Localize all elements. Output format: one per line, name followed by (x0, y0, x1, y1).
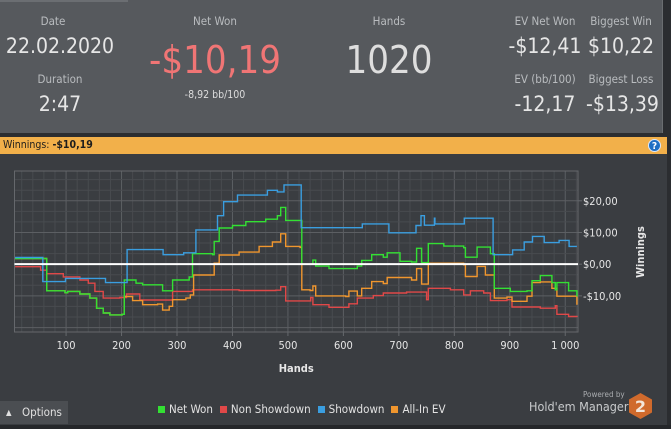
hands-value: 1020 (345, 38, 433, 82)
legend-item-all-in-ev[interactable]: All-In EV (391, 402, 446, 416)
powered-by-text: Powered by (583, 390, 625, 399)
x-tick-label: 100 (57, 339, 76, 352)
x-tick-label: 600 (334, 339, 353, 352)
duration-label: Duration (37, 72, 83, 86)
session-summary-panel: Date 22.02.2020 Duration 2:47 Net Won -$… (0, 0, 663, 133)
biggest-loss-label: Biggest Loss (588, 72, 654, 86)
y-tick-label: $0,00 (583, 258, 611, 271)
ev-net-won-value: -$12,41 (508, 34, 582, 58)
question-icon[interactable]: ? (648, 139, 661, 152)
x-axis-title: Hands (279, 362, 314, 375)
bottom-border (0, 425, 671, 429)
x-tick-label: 200 (112, 339, 131, 352)
legend-swatch (219, 405, 227, 413)
legend-label: Net Won (169, 402, 213, 416)
date-value: 22.02.2020 (5, 34, 115, 58)
ev-net-won-label: EV Net Won (514, 14, 576, 28)
x-tick-label: 500 (278, 339, 297, 352)
legend-item-showdown[interactable]: Showdown (317, 402, 385, 416)
chevron-up-icon: ▲ (6, 408, 12, 417)
plot-frame (14, 170, 579, 333)
legend-swatch (158, 405, 165, 413)
winnings-banner: Winnings: -$10,19 ? (0, 137, 667, 154)
legend-swatch (317, 405, 325, 413)
options-label: Options (22, 405, 62, 419)
tab-indicator (0, 0, 128, 2)
series-line-showdown (15, 184, 577, 284)
series-line-non-showdown (15, 266, 578, 318)
y-tick-label: -$10,00 (583, 290, 621, 303)
net-won-label: Net Won (193, 14, 237, 28)
winnings-value: -$10,19 (52, 139, 93, 151)
legend-label: All-In EV (402, 402, 446, 416)
y-tick-label: $10,00 (583, 226, 618, 239)
net-won-value: -$10,19 (149, 38, 281, 82)
x-tick-label: 900 (500, 339, 519, 352)
y-tick-label: $20,00 (583, 195, 618, 208)
options-button[interactable]: ▲ Options (0, 401, 68, 424)
legend-label: Showdown (328, 402, 385, 416)
x-tick-label: 1 000 (551, 339, 579, 352)
svg-text:2: 2 (635, 397, 646, 416)
legend-label: Non Showdown (230, 402, 311, 416)
biggest-win-label: Biggest Win (590, 14, 652, 28)
legend-swatch (391, 405, 399, 413)
x-tick-label: 800 (445, 339, 464, 352)
legend-item-net-won[interactable]: Net Won (158, 402, 213, 416)
y-axis-title: Winnings (634, 226, 647, 278)
x-tick-label: 300 (168, 339, 187, 352)
ev-bb100-value: -12,17 (514, 92, 576, 116)
duration-value: 2:47 (38, 92, 82, 116)
net-won-bb100: -8,92 bb/100 (184, 89, 246, 101)
brand-name: Hold'em Manager (529, 399, 629, 414)
winnings-label: Winnings: (3, 139, 50, 151)
winnings-banner-text: Winnings: -$10,19 (3, 139, 93, 151)
date-label: Date (40, 14, 66, 28)
chart-area (0, 154, 667, 429)
holdem-manager-logo: 2 (629, 393, 652, 419)
ev-bb100-label: EV (bb/100) (514, 72, 576, 86)
biggest-win-value: $10,22 (587, 34, 655, 58)
chart-legend: Net Won Non Showdown Showdown All-In EV (158, 402, 446, 416)
x-tick-label: 700 (389, 339, 408, 352)
legend-item-non-showdown[interactable]: Non Showdown (219, 402, 311, 416)
biggest-loss-value: -$13,39 (586, 92, 659, 116)
hands-label: Hands (372, 14, 406, 28)
x-tick-label: 400 (223, 339, 242, 352)
